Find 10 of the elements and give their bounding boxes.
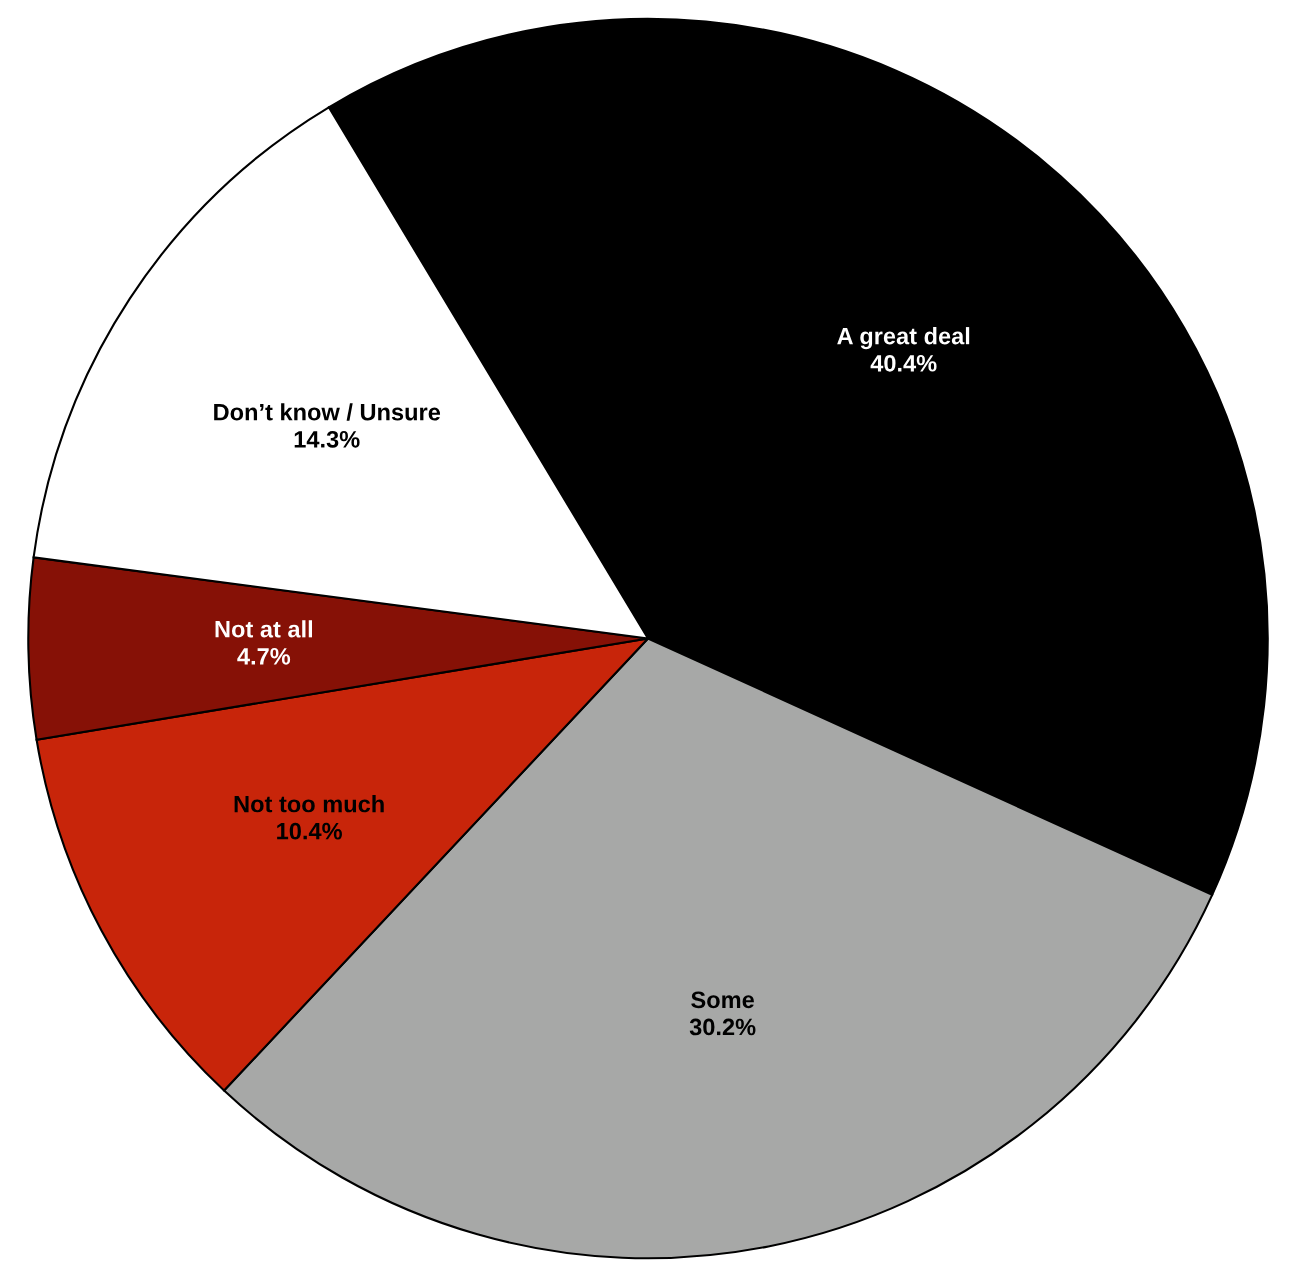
- slice-label: Not too much: [234, 795, 384, 813]
- slice-label: A great deal: [837, 327, 970, 350]
- data-label: 40.4%: [870, 354, 937, 372]
- data-label: 4.7%: [237, 648, 291, 665]
- data-label: 30.2%: [689, 1018, 756, 1036]
- slice-label: Don’t know / Unsure: [214, 403, 441, 421]
- slice-label: Not at all: [215, 620, 313, 638]
- slice-label: Some: [691, 991, 754, 1009]
- data-label: 10.4%: [277, 822, 342, 840]
- data-label: 14.3%: [294, 430, 360, 448]
